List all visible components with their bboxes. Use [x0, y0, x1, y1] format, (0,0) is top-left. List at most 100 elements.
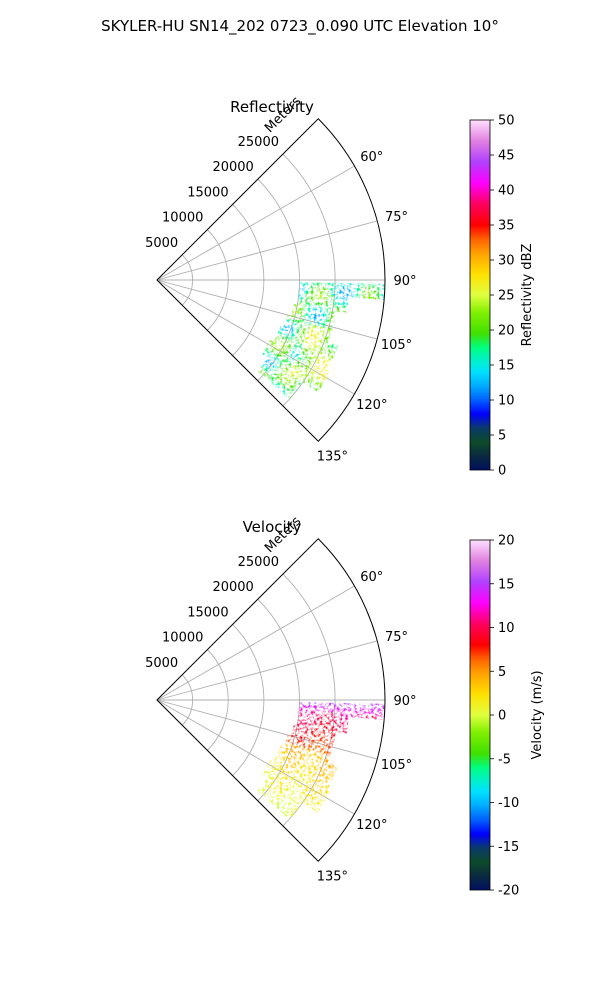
reflectivity-echo-cell: [313, 285, 318, 289]
reflectivity-echo-cell: [299, 284, 304, 288]
azimuth-gridline: [156, 699, 378, 760]
reflectivity-colorbar-bar: [469, 119, 491, 471]
velocity-echo-cell: [316, 710, 321, 715]
velocity-colorbar-tick-label: -5: [498, 752, 511, 767]
reflectivity-azimuth-tick-label: 90°: [393, 274, 416, 289]
velocity-echo-area: [257, 702, 386, 820]
reflectivity-azimuth-tick-label: 60°: [360, 150, 383, 165]
velocity-echo-cell: [370, 707, 375, 712]
velocity-echo-cell: [334, 712, 339, 717]
reflectivity-colorbar-tick-label: 10: [498, 394, 515, 409]
reflectivity-echo-cell: [370, 290, 375, 296]
velocity-echo-cell: [331, 705, 336, 710]
velocity-echo-cell: [341, 715, 346, 720]
velocity-echo-cell: [369, 714, 374, 720]
velocity-echo-cell: [306, 705, 311, 709]
azimuth-gridline: [156, 220, 378, 281]
velocity-echo-cell: [349, 703, 354, 708]
reflectivity-echo-cell: [317, 282, 322, 286]
reflectivity-colorbar-label: Reflectivity dBZ: [520, 244, 535, 347]
reflectivity-echo-cell: [345, 286, 350, 291]
reflectivity-echo-cell: [306, 285, 311, 289]
reflectivity-echo-cell: [359, 283, 364, 288]
velocity-echo-cell: [330, 711, 335, 716]
reflectivity-echo-cell: [309, 282, 314, 286]
reflectivity-echo-cell: [359, 290, 364, 295]
velocity-colorbar-tick-label: 10: [498, 621, 515, 636]
velocity-echo-cell: [324, 702, 329, 707]
velocity-echo-cell: [370, 703, 375, 708]
reflectivity-colorbar-tick-label: 15: [498, 359, 515, 374]
reflectivity-range-tick-label: 10000: [162, 211, 203, 226]
reflectivity-range-tick-label: 20000: [212, 160, 253, 175]
reflectivity-echo-cell: [313, 287, 318, 292]
reflectivity-echo-cell: [338, 282, 343, 287]
reflectivity-echo-cell: [327, 288, 332, 293]
velocity-echo-cell: [366, 710, 371, 716]
velocity-echo-cell: [330, 708, 336, 713]
reflectivity-echo-cell: [338, 286, 343, 290]
reflectivity-azimuth-tick-label: 105°: [381, 338, 412, 353]
reflectivity-echo-cell: [320, 282, 325, 287]
reflectivity-colorbar-tick-label: 50: [498, 114, 515, 129]
reflectivity-echo-cell: [309, 287, 314, 292]
velocity-colorbar-tick-label: -20: [498, 884, 519, 899]
reflectivity-echo-cell: [356, 283, 361, 288]
velocity-range-tick-label: 25000: [238, 555, 279, 570]
azimuth-gridline: [156, 585, 355, 701]
velocity-echo-cell: [359, 703, 364, 708]
velocity-echo-cell: [334, 706, 339, 710]
velocity-echo-cell: [362, 710, 368, 715]
velocity-echo-cell: [345, 709, 350, 714]
velocity-sector-frame: [156, 538, 386, 862]
reflectivity-echo-cell: [334, 282, 339, 287]
velocity-echo-cell: [352, 710, 357, 715]
reflectivity-azimuth-tick-label: 75°: [385, 210, 408, 225]
reflectivity-echo-cell: [302, 284, 307, 289]
velocity-echo-cell: [306, 707, 311, 711]
sector-outline: [156, 118, 386, 442]
reflectivity-echo-cell: [316, 288, 321, 292]
velocity-echo-cell: [376, 715, 382, 720]
velocity-echo-cell: [373, 707, 378, 712]
reflectivity-echo-cell: [333, 295, 339, 300]
reflectivity-echo-cell: [327, 282, 332, 287]
velocity-echo-cell: [359, 710, 364, 715]
velocity-echo-cell: [337, 712, 343, 717]
velocity-echo-cell: [342, 729, 348, 734]
velocity-echo-cell: [323, 705, 329, 710]
velocity-azimuth-tick-label: 75°: [385, 630, 408, 645]
velocity-colorbar-tick-label: 0: [498, 709, 506, 724]
azimuth-gridline: [156, 279, 378, 340]
velocity-echo-cell: [313, 705, 318, 709]
reflectivity-range-tick-label: 25000: [238, 135, 279, 150]
reflectivity-echo-cell: [370, 283, 375, 288]
velocity-echo-cell: [331, 702, 336, 707]
reflectivity-echo-cell: [344, 292, 350, 297]
reflectivity-echo-cell: [314, 387, 320, 393]
reflectivity-colorbar-tick-label: 0: [498, 464, 506, 479]
velocity-echo-cell: [363, 707, 368, 712]
velocity-echo-cell: [359, 706, 364, 712]
reflectivity-echo-cell: [363, 283, 368, 288]
reflectivity-echo-cell: [330, 291, 335, 296]
velocity-echo-cell: [348, 706, 354, 711]
reflectivity-colorbar-ticks: 0 5 10 15 20 25 30 35 40 45 50: [490, 114, 515, 479]
reflectivity-echo-cell: [348, 286, 354, 291]
reflectivity-echo-cell: [373, 283, 379, 288]
velocity-echo-cell: [313, 707, 318, 712]
azimuth-gridline: [156, 165, 355, 281]
reflectivity-panel: Reflectivity 5000 10000 15000 20000 2500…: [145, 94, 535, 479]
velocity-echo-cell: [334, 702, 339, 707]
sector-outline: [156, 538, 386, 862]
reflectivity-echo-cell: [302, 287, 307, 291]
reflectivity-echo-cell: [366, 287, 371, 292]
velocity-azimuth-tick-label: 105°: [381, 758, 412, 773]
velocity-echo-cell: [317, 702, 322, 706]
velocity-echo-cell: [363, 703, 368, 708]
velocity-echo-cell: [377, 703, 382, 709]
velocity-echo-cell: [355, 710, 360, 715]
velocity-echo-cell: [344, 716, 349, 721]
velocity-echo-cell: [377, 711, 382, 716]
reflectivity-echo-cell: [320, 288, 325, 292]
